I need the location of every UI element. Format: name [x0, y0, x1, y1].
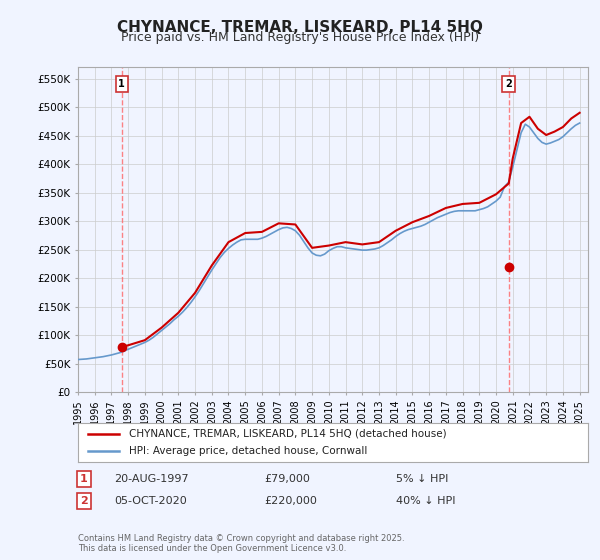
- Text: 40% ↓ HPI: 40% ↓ HPI: [396, 496, 455, 506]
- Text: 2: 2: [505, 80, 512, 89]
- Text: Price paid vs. HM Land Registry's House Price Index (HPI): Price paid vs. HM Land Registry's House …: [121, 31, 479, 44]
- Text: £79,000: £79,000: [264, 474, 310, 484]
- Text: CHYNANCE, TREMAR, LISKEARD, PL14 5HQ (detached house): CHYNANCE, TREMAR, LISKEARD, PL14 5HQ (de…: [129, 429, 446, 439]
- Text: £220,000: £220,000: [264, 496, 317, 506]
- Text: Contains HM Land Registry data © Crown copyright and database right 2025.
This d: Contains HM Land Registry data © Crown c…: [78, 534, 404, 553]
- Text: 1: 1: [80, 474, 88, 484]
- Text: 2: 2: [80, 496, 88, 506]
- Text: 5% ↓ HPI: 5% ↓ HPI: [396, 474, 448, 484]
- Text: CHYNANCE, TREMAR, LISKEARD, PL14 5HQ: CHYNANCE, TREMAR, LISKEARD, PL14 5HQ: [117, 20, 483, 35]
- Text: 05-OCT-2020: 05-OCT-2020: [114, 496, 187, 506]
- Text: 1: 1: [118, 80, 125, 89]
- Text: HPI: Average price, detached house, Cornwall: HPI: Average price, detached house, Corn…: [129, 446, 367, 456]
- Text: 20-AUG-1997: 20-AUG-1997: [114, 474, 188, 484]
